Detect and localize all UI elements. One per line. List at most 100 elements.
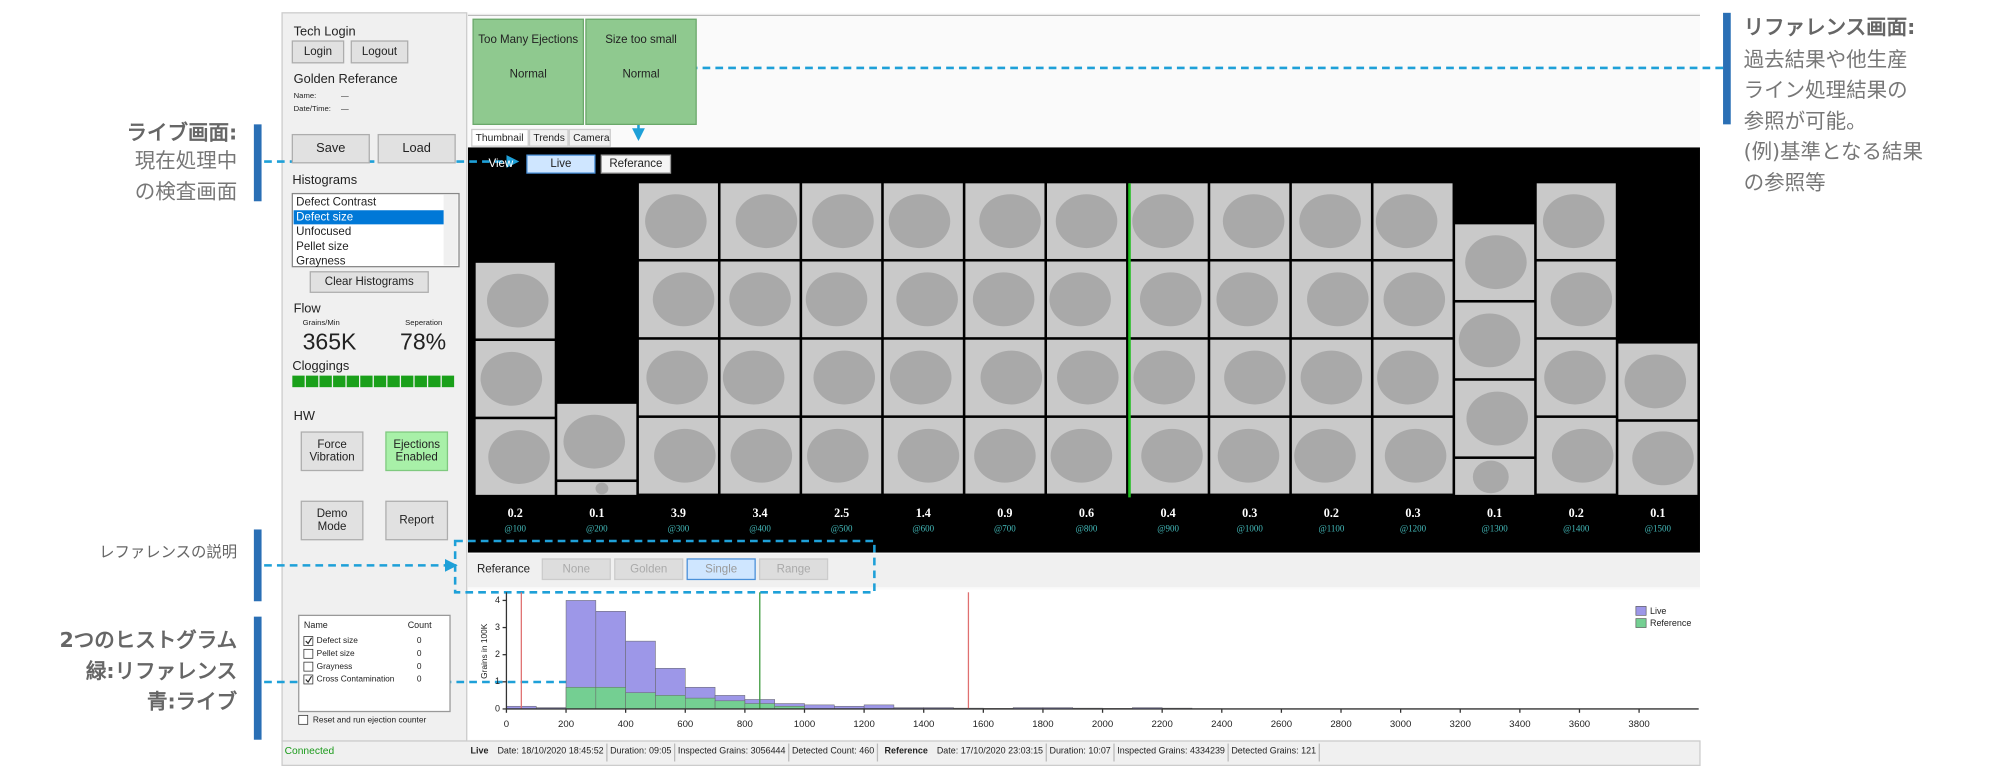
grain-image [1465, 235, 1527, 290]
checkbox[interactable] [303, 674, 314, 685]
tab[interactable] [528, 128, 569, 147]
thumbnail-position: @900 [1157, 524, 1179, 534]
grain-image [1383, 272, 1446, 327]
list-item[interactable]: Unfocused [296, 226, 351, 238]
x-tick-label: 3000 [1390, 719, 1411, 730]
grain-image [1375, 194, 1438, 249]
counter-table [298, 614, 451, 713]
annotation-text: レファレンスの説明 [99, 543, 237, 561]
grain-image [735, 194, 798, 249]
clear-histograms-button[interactable] [309, 271, 429, 293]
reference-button[interactable] [614, 558, 684, 581]
annotation-title: 2つのヒストグラム [60, 628, 238, 652]
thumbnail-position: @100 [504, 524, 526, 534]
thumbnail-position: @1300 [1482, 524, 1509, 534]
view-button[interactable] [526, 154, 596, 174]
x-tick-label: 2000 [1092, 719, 1113, 730]
x-tick-label: 600 [677, 719, 693, 730]
status-box [585, 18, 697, 125]
grain-image [480, 351, 543, 406]
x-tick-label: 3800 [1628, 719, 1649, 730]
thumbnail-position: @500 [831, 524, 853, 534]
status-field: Duration: 09:05 [610, 746, 671, 756]
clogging-cell [428, 375, 441, 388]
grain-image [646, 350, 708, 405]
grain-image [1307, 272, 1369, 327]
section-title: Cloggings [292, 358, 349, 373]
ejections-button[interactable] [385, 431, 449, 472]
list-item[interactable]: Grayness [296, 256, 346, 268]
thumbnail-value: 0.9 [997, 506, 1012, 520]
grain-image [972, 272, 1035, 327]
view-label: View [488, 158, 513, 170]
connection-status: Connected [285, 746, 335, 757]
checkmark [305, 637, 313, 645]
clogging-cell [346, 375, 359, 388]
tab[interactable] [471, 128, 529, 147]
reference-label: Referance [477, 563, 530, 575]
grain-image [722, 350, 785, 405]
counter-name: Defect size [317, 635, 359, 645]
grain-image [486, 273, 549, 328]
x-tick-label: 1800 [1032, 719, 1053, 730]
grain-image [813, 350, 876, 405]
reference-button[interactable] [758, 558, 829, 581]
grain-image [1544, 350, 1606, 405]
force-vibration-button[interactable] [300, 431, 364, 472]
thumbnail-value: 1.4 [916, 506, 931, 520]
histogram-bar [714, 700, 746, 710]
thumbnail-value: 2.5 [834, 506, 849, 520]
reference-button-label: None [563, 563, 591, 575]
counter-count: 0 [417, 635, 422, 645]
annotation-title: ライブ画面: [127, 120, 238, 144]
grain-image [1466, 391, 1528, 446]
thumbnail-value: 0.3 [1242, 506, 1257, 520]
status-field: Inspected Grains: 4334239 [1117, 746, 1225, 756]
thumbnail-position: @600 [912, 524, 934, 534]
list-item[interactable]: Defect Contrast [296, 197, 377, 209]
annotation-text: の検査画面 [135, 179, 238, 203]
grain-image [1384, 428, 1447, 483]
checkbox[interactable] [303, 661, 314, 672]
annotation-text: 参照が可能。 [1744, 109, 1867, 133]
annotation-text: 過去結果や他生産 [1744, 47, 1908, 71]
reference-button[interactable] [541, 558, 611, 581]
x-tick-label: 200 [558, 719, 574, 730]
grain-image [1217, 428, 1280, 483]
login-button[interactable] [291, 40, 345, 64]
x-tick-label: 1600 [973, 719, 994, 730]
histogram-panel [467, 589, 1700, 740]
status-field: Date: 17/10/2020 23:03:15 [937, 746, 1043, 756]
scrollbar [443, 194, 458, 266]
thumbnail-value: 3.9 [671, 506, 686, 520]
checkbox[interactable] [303, 648, 314, 659]
tab[interactable] [568, 128, 611, 147]
grain-image [1224, 350, 1286, 405]
grain-image [488, 430, 550, 484]
save-button[interactable] [291, 133, 370, 164]
status-state: Normal [510, 68, 547, 80]
counter-count: 0 [417, 661, 422, 671]
field-label: Seperation [405, 318, 442, 327]
list-item[interactable]: Pellet size [296, 241, 348, 253]
view-button[interactable] [600, 154, 672, 174]
x-tick-label: 1400 [913, 719, 934, 730]
demo-mode-button[interactable] [300, 500, 364, 541]
x-tick-label: 3400 [1509, 719, 1530, 730]
load-button[interactable] [377, 133, 456, 164]
report-button[interactable] [385, 500, 449, 541]
x-tick-label: 1000 [794, 719, 815, 730]
annotation-text: 青:ライブ [147, 690, 238, 714]
field-label: Date/Time: [294, 104, 331, 113]
checkbox[interactable] [303, 636, 314, 646]
tab-label: Camera [573, 133, 610, 144]
column-header: Name [304, 620, 328, 630]
annotation-bar [253, 616, 262, 740]
reference-button[interactable] [686, 558, 756, 581]
grain-image [654, 428, 716, 483]
column-header: Count [408, 620, 432, 630]
checkbox[interactable] [298, 714, 309, 725]
thumbnail-position: @1100 [1318, 524, 1344, 534]
logout-button[interactable] [350, 40, 409, 64]
list-item[interactable]: Defect size [296, 211, 353, 223]
